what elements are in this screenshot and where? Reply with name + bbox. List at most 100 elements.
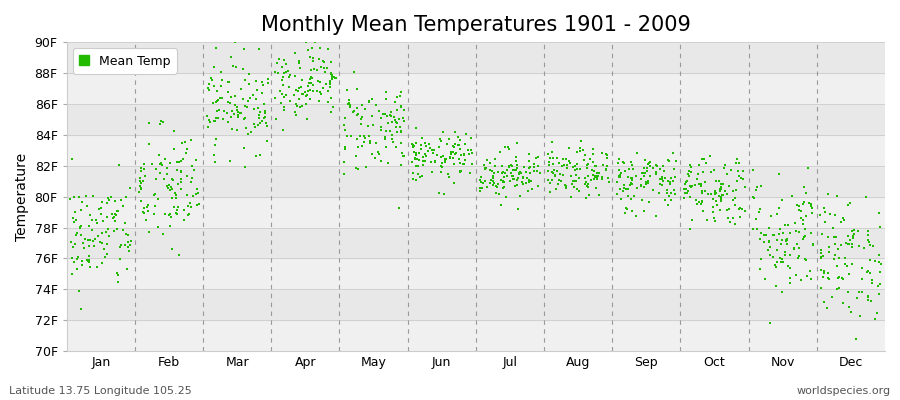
- Point: [708, 198, 723, 204]
- Point: [95, 240, 110, 246]
- Point: [104, 193, 118, 200]
- Point: [550, 154, 564, 161]
- Point: [796, 217, 810, 224]
- Point: [720, 206, 734, 213]
- Point: [783, 280, 797, 286]
- Point: [688, 181, 702, 188]
- Point: [393, 104, 408, 110]
- Point: [804, 203, 818, 209]
- Point: [405, 140, 419, 147]
- Point: [634, 183, 649, 189]
- Point: [176, 217, 191, 223]
- Point: [806, 241, 820, 247]
- Point: [313, 90, 328, 97]
- Point: [791, 255, 806, 261]
- Point: [94, 239, 108, 245]
- Point: [68, 208, 82, 215]
- Point: [694, 201, 708, 207]
- Point: [707, 188, 722, 194]
- Point: [169, 211, 184, 217]
- Point: [350, 105, 365, 111]
- Bar: [67, 320, 885, 351]
- Point: [738, 208, 752, 214]
- Point: [636, 184, 651, 190]
- Point: [495, 185, 509, 191]
- Point: [614, 170, 628, 176]
- Point: [652, 190, 666, 196]
- Point: [208, 159, 222, 165]
- Point: [209, 44, 223, 51]
- Point: [289, 112, 303, 118]
- Point: [209, 99, 223, 105]
- Point: [175, 176, 189, 183]
- Point: [343, 104, 357, 110]
- Point: [83, 212, 97, 218]
- Point: [260, 76, 274, 83]
- Point: [148, 203, 162, 210]
- Point: [228, 92, 242, 99]
- Point: [763, 244, 778, 250]
- Point: [556, 156, 571, 162]
- Point: [116, 203, 130, 209]
- Point: [698, 188, 712, 194]
- Point: [225, 108, 239, 114]
- Point: [822, 234, 836, 241]
- Point: [588, 162, 602, 169]
- Point: [843, 308, 858, 315]
- Point: [446, 155, 461, 162]
- Point: [133, 185, 148, 192]
- Point: [344, 133, 358, 139]
- Point: [595, 176, 609, 182]
- Bar: [67, 258, 885, 289]
- Point: [206, 100, 220, 106]
- Point: [590, 173, 604, 180]
- Point: [439, 140, 454, 147]
- Point: [68, 241, 82, 248]
- Point: [778, 249, 793, 256]
- Point: [706, 215, 721, 221]
- Point: [496, 179, 510, 185]
- Point: [86, 243, 101, 249]
- Point: [783, 265, 797, 271]
- Point: [223, 53, 238, 60]
- Point: [700, 216, 715, 223]
- Point: [680, 188, 695, 194]
- Point: [524, 178, 538, 185]
- Point: [579, 194, 593, 201]
- Point: [571, 166, 585, 172]
- Point: [338, 144, 352, 150]
- Point: [102, 233, 116, 240]
- Point: [223, 94, 238, 101]
- Point: [688, 197, 703, 203]
- Point: [406, 149, 420, 155]
- Point: [256, 82, 271, 89]
- Point: [210, 115, 224, 122]
- Point: [589, 163, 603, 169]
- Point: [828, 252, 842, 258]
- Point: [301, 83, 315, 90]
- Point: [552, 177, 566, 184]
- Point: [159, 165, 174, 171]
- Point: [302, 54, 317, 60]
- Point: [298, 89, 312, 95]
- Point: [679, 179, 693, 185]
- Point: [111, 208, 125, 214]
- Point: [636, 170, 651, 176]
- Point: [638, 179, 652, 185]
- Point: [716, 165, 731, 171]
- Point: [559, 183, 573, 190]
- Point: [325, 72, 339, 78]
- Point: [408, 156, 422, 162]
- Point: [828, 212, 842, 218]
- Point: [64, 239, 78, 246]
- Point: [226, 63, 240, 70]
- Point: [662, 158, 677, 164]
- Point: [799, 257, 814, 264]
- Point: [591, 172, 606, 179]
- Point: [372, 151, 386, 158]
- Point: [713, 188, 727, 194]
- Point: [841, 289, 855, 295]
- Point: [66, 215, 80, 221]
- Point: [290, 103, 304, 109]
- Point: [406, 144, 420, 150]
